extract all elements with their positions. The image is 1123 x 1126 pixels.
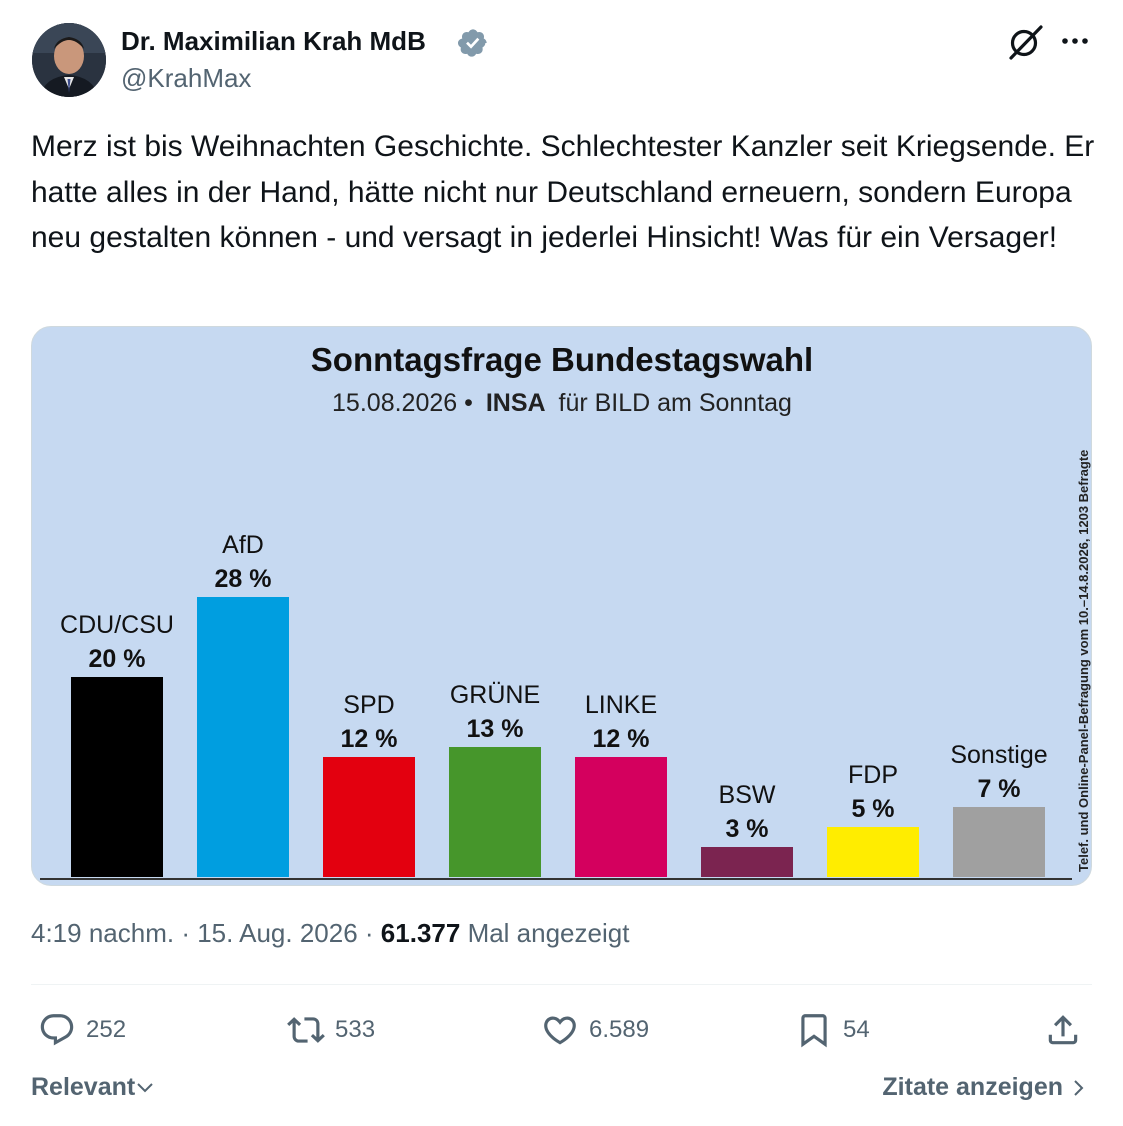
bar-spd <box>323 757 415 877</box>
repost-icon <box>287 1017 325 1043</box>
bar-linke <box>575 757 667 877</box>
view-quotes-link[interactable]: Zitate anzeigen <box>882 1073 1089 1102</box>
bookmark-count: 54 <box>843 1016 870 1043</box>
bar-value-label: 7 % <box>977 775 1020 803</box>
bar-value-label: 5 % <box>851 795 894 823</box>
grok-icon[interactable] <box>1005 22 1045 62</box>
post-image-chart[interactable]: Sonntagsfrage Bundestagswahl 15.08.2026 … <box>31 326 1092 886</box>
bar-category-label: BSW <box>719 781 776 809</box>
bar-value-label: 13 % <box>467 715 524 743</box>
bar-value-label: 28 % <box>215 565 272 593</box>
bar-category-label: SPD <box>343 691 394 719</box>
post-timestamp[interactable]: 4:19 nachm. · 15. Aug. 2026 · <box>31 918 374 948</box>
bar-category-label: Sonstige <box>950 741 1047 769</box>
bar-value-label: 12 % <box>593 725 650 753</box>
view-count-label: Mal angezeigt <box>467 918 630 948</box>
author-name[interactable]: Dr. Maximilian Krah MdB <box>121 26 426 56</box>
spacer <box>31 1063 1092 1064</box>
quotes-label: Zitate anzeigen <box>882 1073 1063 1101</box>
chevron-right-icon <box>1074 1079 1084 1096</box>
heart-icon <box>544 1016 576 1045</box>
chart-subtitle-date: 15.08.2026 • <box>332 389 473 417</box>
bar-value-label: 20 % <box>89 645 146 673</box>
verified-badge-icon[interactable] <box>457 27 489 59</box>
reply-icon <box>40 1014 74 1046</box>
bar-category-label: LINKE <box>585 691 657 719</box>
sort-label: Relevant <box>31 1073 136 1101</box>
chart-title: Sonntagsfrage Bundestagswahl <box>311 341 813 378</box>
bookmark-button[interactable]: 54 <box>795 1008 870 1052</box>
bar-bsw <box>701 847 793 877</box>
bar-category-label: GRÜNE <box>450 681 540 709</box>
author-avatar[interactable] <box>32 23 106 97</box>
poll-bar-chart: Sonntagsfrage Bundestagswahl 15.08.2026 … <box>40 341 1091 880</box>
sort-replies-dropdown[interactable]: Relevant <box>31 1073 155 1102</box>
divider <box>31 984 1092 985</box>
chart-subtitle-rest: für BILD am Sonntag <box>559 389 792 417</box>
bar-fdp <box>827 827 919 877</box>
bar-category-label: CDU/CSU <box>60 611 174 639</box>
bar-gr-ne <box>449 747 541 877</box>
reply-button[interactable]: 252 <box>38 1008 126 1052</box>
post-text: Merz ist bis Weihnachten Geschichte. Sch… <box>31 130 1095 254</box>
post-meta: 4:19 nachm. · 15. Aug. 2026 · 61.377 Mal… <box>31 918 629 949</box>
bar-category-label: FDP <box>848 761 898 789</box>
bar-sonstige <box>953 807 1045 877</box>
view-count: 61.377 <box>380 918 461 948</box>
reply-count: 252 <box>86 1016 127 1043</box>
profile-photo-icon <box>32 23 106 97</box>
repost-button[interactable]: 533 <box>287 1008 375 1052</box>
like-button[interactable]: 6.589 <box>541 1008 649 1052</box>
bar-value-label: 3 % <box>725 815 768 843</box>
bar-afd <box>197 597 289 877</box>
bar-value-label: 12 % <box>341 725 398 753</box>
bar-cdu-csu <box>71 677 163 877</box>
chevron-down-icon <box>137 1082 153 1092</box>
author-handle[interactable]: @KrahMax <box>121 63 252 93</box>
chart-subtitle-source: INSA <box>486 389 546 417</box>
chart-side-note: Telef. und Online-Panel-Befragung vom 10… <box>1076 450 1091 872</box>
share-icon <box>1048 1015 1078 1045</box>
bookmark-icon <box>801 1014 827 1048</box>
bar-category-label: AfD <box>222 531 264 559</box>
repost-count: 533 <box>335 1016 376 1043</box>
chart-subtitle: 15.08.2026 • INSA für BILD am Sonntag <box>332 389 792 417</box>
share-button[interactable] <box>1044 1008 1092 1052</box>
like-count: 6.589 <box>589 1016 650 1043</box>
more-options-icon[interactable] <box>1058 28 1092 54</box>
